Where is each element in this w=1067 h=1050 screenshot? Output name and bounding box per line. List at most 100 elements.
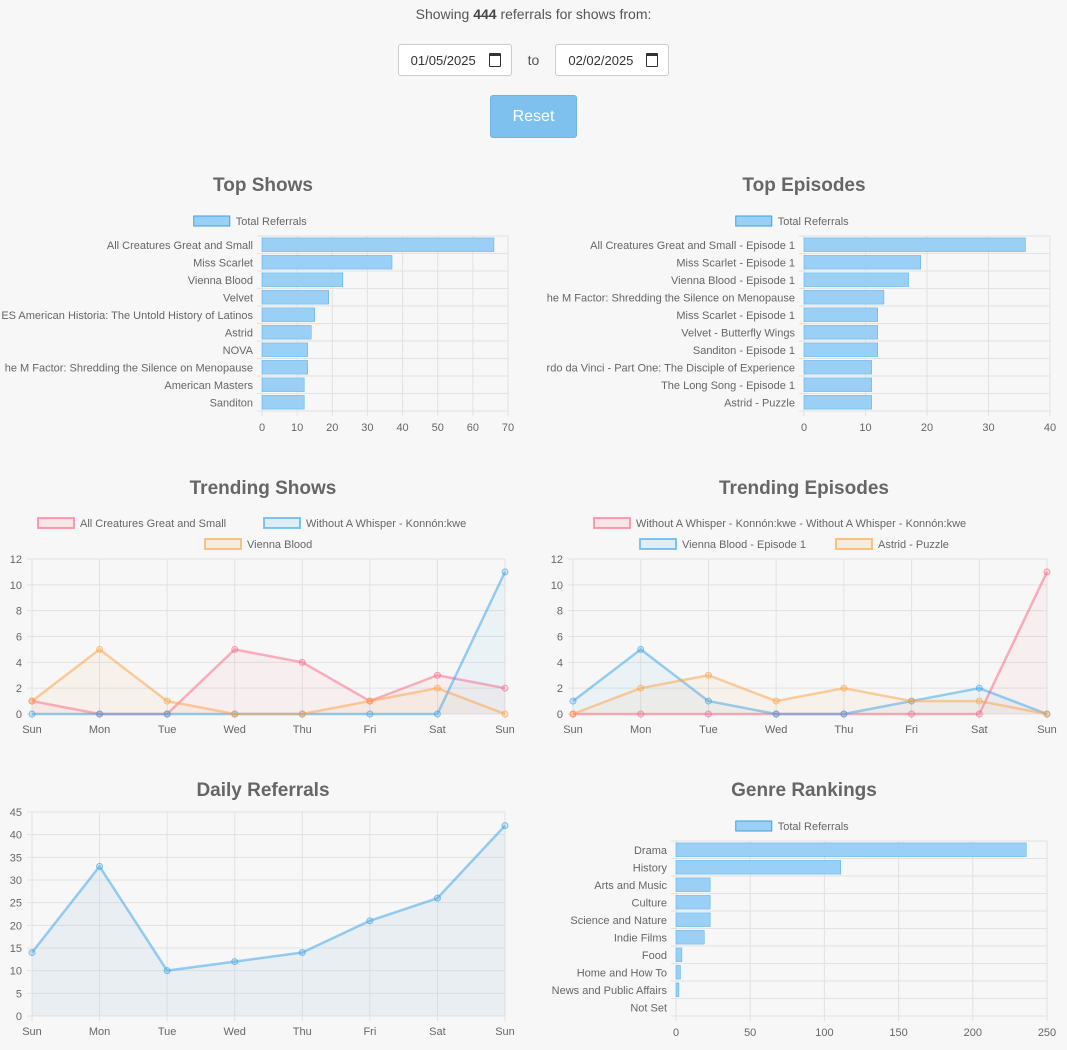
bar <box>675 895 711 910</box>
x-tick-label: Mon <box>630 724 651 736</box>
summary-suffix: referrals for shows from: <box>500 6 652 22</box>
series-area <box>573 571 1047 714</box>
x-tick-label: Wed <box>224 724 246 736</box>
legend-swatch <box>37 517 75 529</box>
y-tick-label: 4 <box>16 657 22 669</box>
x-tick-label: 100 <box>815 1027 833 1039</box>
bar <box>675 912 711 927</box>
y-category-label: Velvet - Butterfly Wings <box>681 327 795 339</box>
data-point <box>569 697 577 705</box>
data-point <box>569 710 577 718</box>
y-category-label: Arts and Music <box>594 880 667 892</box>
y-category-label: Miss Scarlet - Episode 1 <box>676 310 795 322</box>
to-label: to <box>527 52 540 68</box>
bar <box>803 255 922 270</box>
data-point <box>96 645 104 653</box>
x-tick-label: Fri <box>363 724 376 736</box>
data-point <box>840 710 848 718</box>
bar <box>675 930 705 945</box>
y-tick-label: 12 <box>10 554 22 566</box>
data-point <box>1043 568 1051 576</box>
data-point <box>366 710 374 718</box>
data-point <box>908 697 916 705</box>
calendar-icon[interactable] <box>646 53 659 67</box>
bar <box>261 395 305 410</box>
y-tick-label: 40 <box>10 830 22 842</box>
y-tick-label: 10 <box>10 966 22 978</box>
legend-swatch <box>835 538 873 550</box>
data-point <box>975 710 983 718</box>
x-tick-label: 0 <box>259 422 265 434</box>
y-tick-label: 8 <box>557 606 563 618</box>
y-tick-label: 15 <box>10 943 22 955</box>
y-category-label: Vienna Blood <box>188 275 253 287</box>
bar <box>803 272 909 287</box>
x-tick-label: Sun <box>22 1026 42 1038</box>
x-tick-label: Wed <box>224 1026 246 1038</box>
data-point <box>366 697 374 705</box>
data-point <box>231 645 239 653</box>
x-tick-label: Mon <box>89 1026 110 1038</box>
y-category-label: Astrid <box>225 327 253 339</box>
bar <box>803 342 879 357</box>
x-tick-label: Tue <box>158 1026 177 1038</box>
y-category-label: News and Public Affairs <box>552 985 668 997</box>
y-tick-label: 6 <box>16 632 22 644</box>
y-tick-label: 2 <box>16 683 22 695</box>
series-area <box>32 825 505 1016</box>
bar <box>261 307 315 322</box>
calendar-icon[interactable] <box>488 53 501 67</box>
reset-button[interactable]: Reset <box>490 95 577 138</box>
data-point <box>28 710 36 718</box>
y-category-label: ES American Historia: The Untold History… <box>1 310 253 322</box>
y-category-label: Science and Nature <box>570 915 667 927</box>
data-point <box>96 862 104 870</box>
referral-count: 444 <box>473 6 497 22</box>
trending-shows-title: Trending Shows <box>189 478 337 499</box>
bar <box>261 255 393 270</box>
bar <box>675 860 841 875</box>
x-tick-label: Sat <box>429 724 446 736</box>
legend-label: Astrid - Puzzle <box>878 539 949 551</box>
referral-summary: Showing 444 referrals for shows from: <box>0 6 1067 22</box>
y-tick-label: 2 <box>557 683 563 695</box>
x-tick-label: Sun <box>495 1026 515 1038</box>
y-tick-label: 5 <box>16 988 22 1000</box>
y-tick-label: 0 <box>557 709 563 721</box>
legend-label: Total Referrals <box>236 216 307 228</box>
legend-swatch <box>193 215 231 227</box>
y-category-label: Sanditon <box>210 397 253 409</box>
y-category-label: Astrid - Puzzle <box>724 397 795 409</box>
bar <box>675 982 680 997</box>
data-point <box>163 967 171 975</box>
series-line <box>31 824 506 972</box>
data-point <box>163 710 171 718</box>
x-tick-label: 30 <box>361 422 373 434</box>
bar <box>803 360 872 375</box>
top-episodes-title: Top Episodes <box>742 175 866 196</box>
data-point <box>298 658 306 666</box>
x-tick-label: Tue <box>699 724 718 736</box>
data-point <box>501 710 509 718</box>
start-date-input[interactable]: 01/05/2025 <box>397 44 512 76</box>
x-tick-label: 70 <box>502 422 514 434</box>
bar <box>675 947 683 962</box>
x-tick-label: 20 <box>326 422 338 434</box>
legend-label: Without A Whisper - Konnón:kwe <box>306 518 466 530</box>
end-date-input[interactable]: 02/02/2025 <box>555 44 670 76</box>
data-point <box>637 710 645 718</box>
data-point <box>433 684 441 692</box>
y-category-label: American Masters <box>164 380 253 392</box>
data-point <box>163 697 171 705</box>
y-tick-label: 4 <box>557 657 563 669</box>
y-category-label: Not Set <box>630 1002 667 1014</box>
daily-referrals-title: Daily Referrals <box>196 780 330 801</box>
bar <box>675 877 711 892</box>
bar <box>803 325 879 340</box>
y-category-label: Drama <box>634 845 668 857</box>
summary-prefix: Showing <box>415 6 470 22</box>
